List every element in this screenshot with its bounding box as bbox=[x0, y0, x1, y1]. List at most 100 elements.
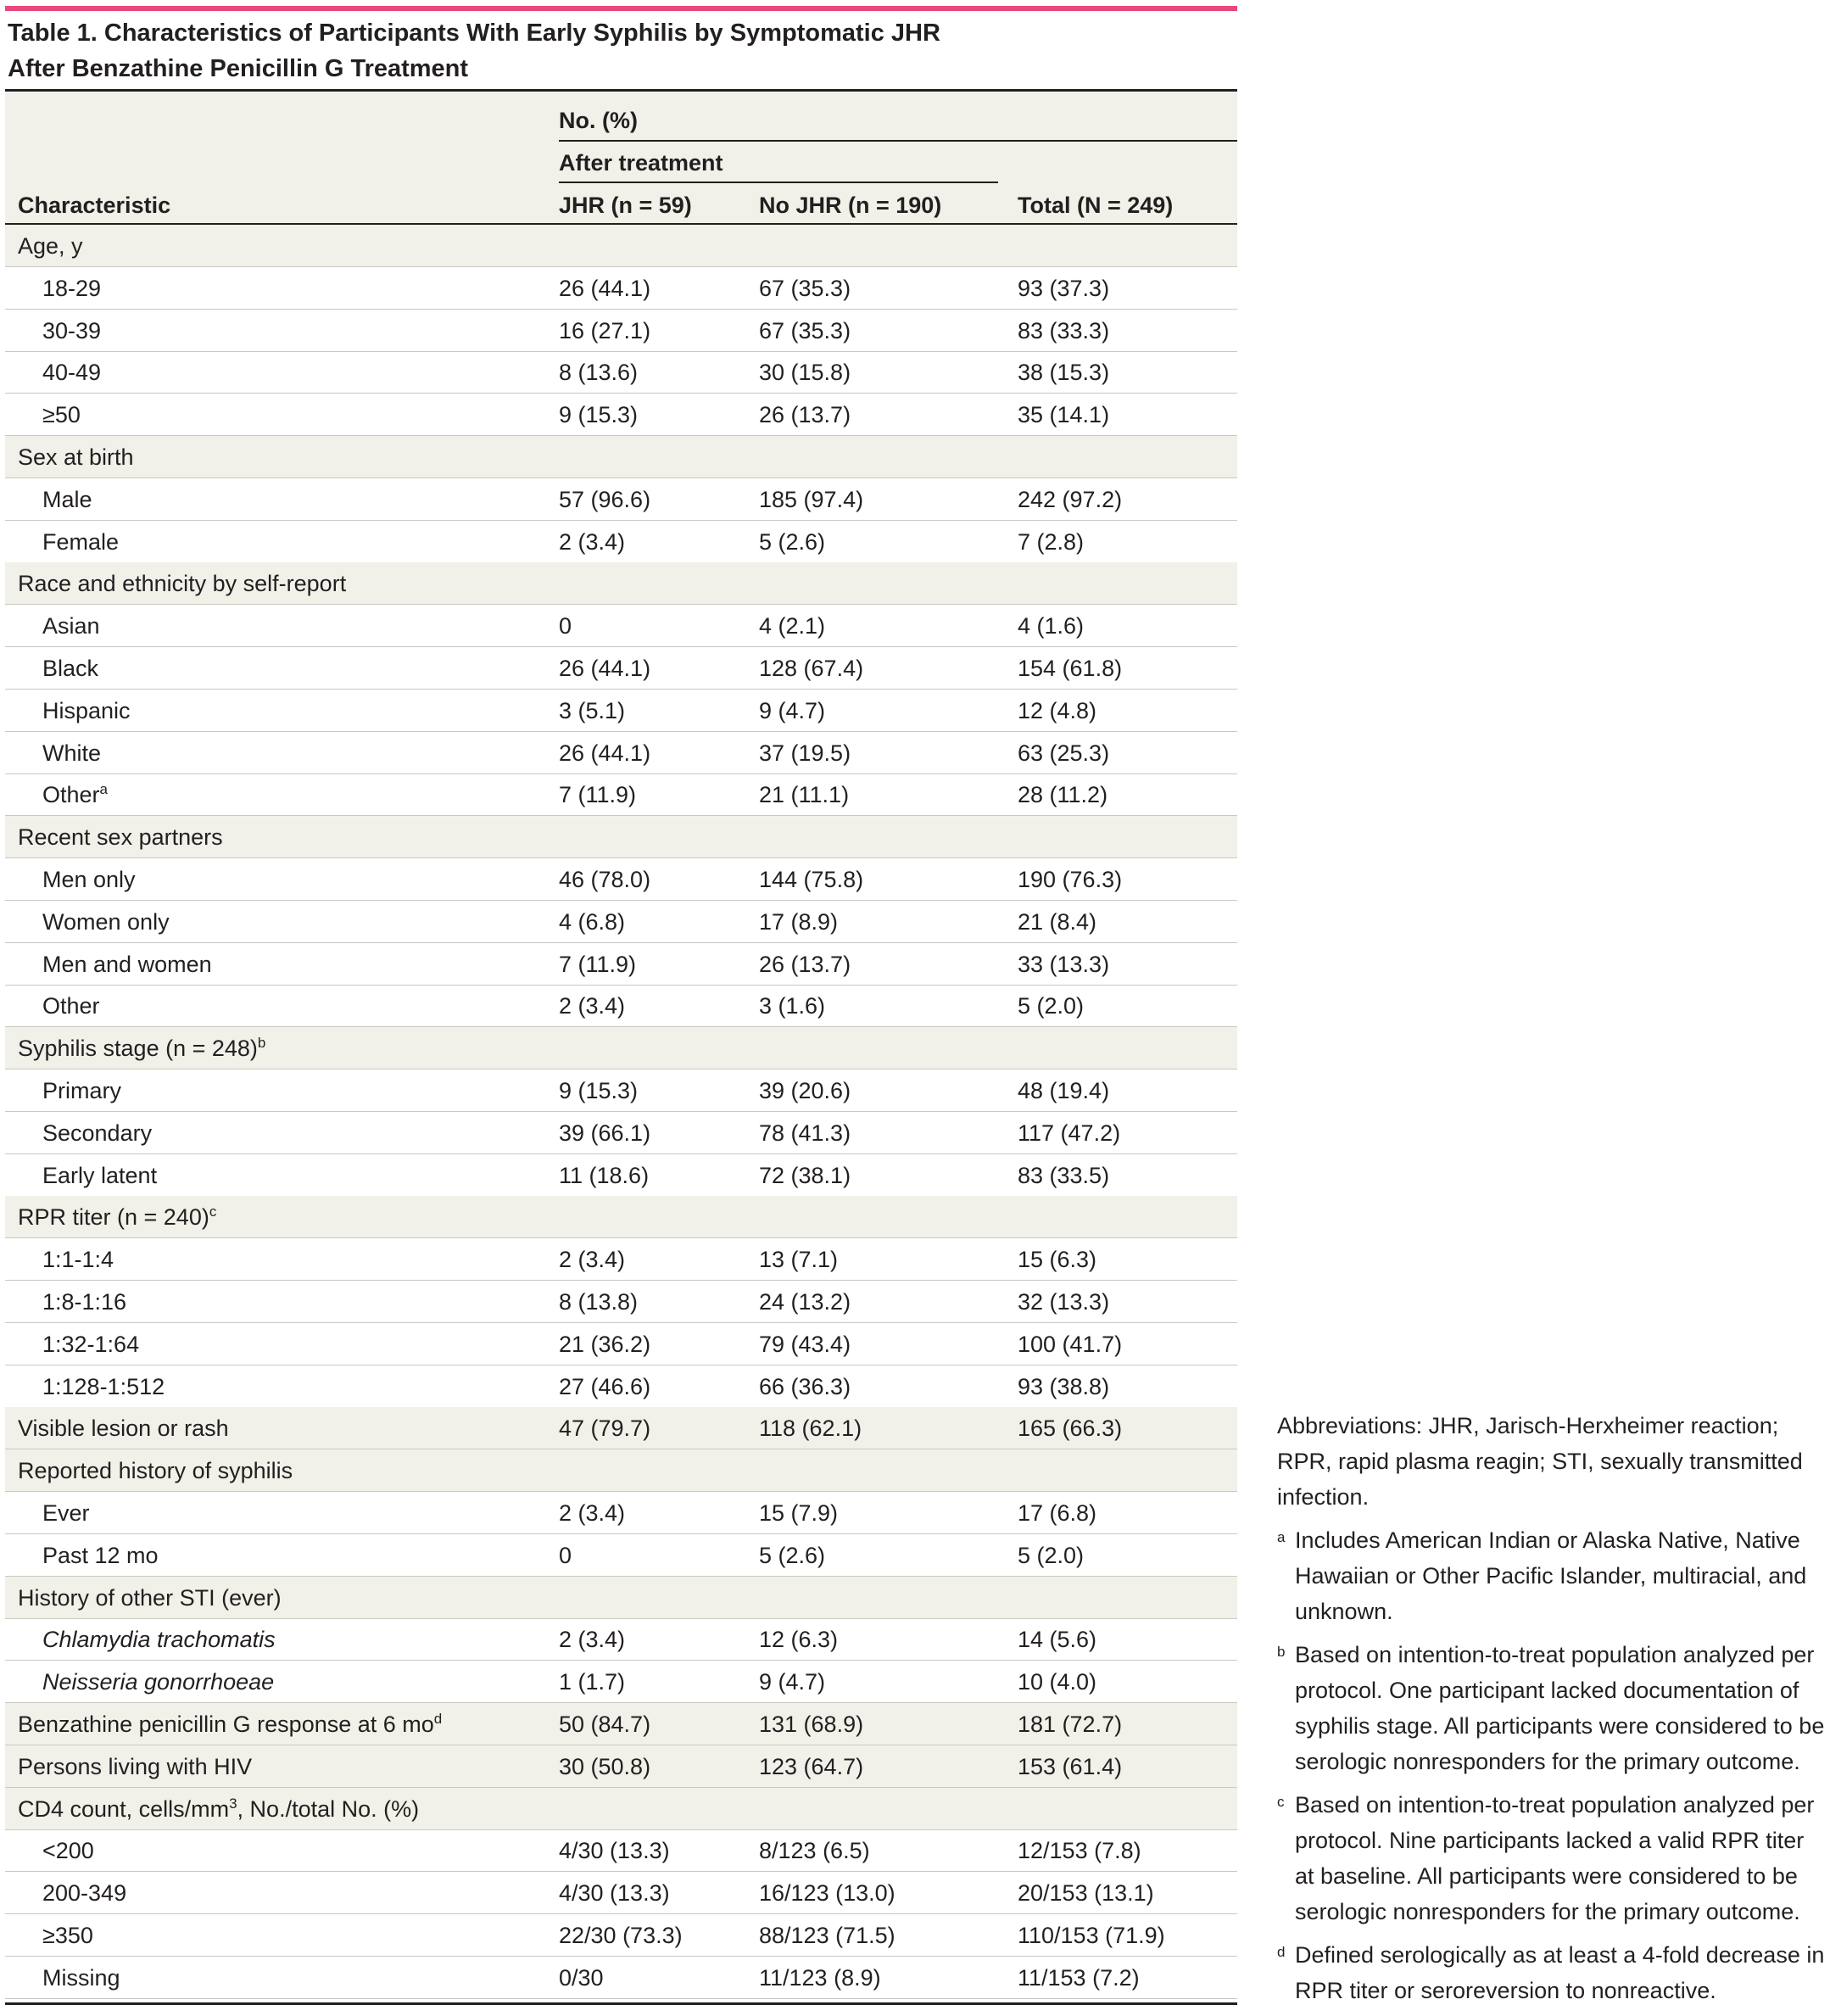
row-label-text: Benzathine penicillin G response at 6 mo bbox=[18, 1712, 434, 1737]
row-divider bbox=[5, 1026, 1237, 1028]
table-row: ≥350 22/30 (73.3) 88/123 (71.5) 110/153 (71… bbox=[5, 1914, 1237, 1957]
row-label: Men and women bbox=[42, 950, 212, 979]
cell-no-jhr: 118 (62.1) bbox=[759, 1416, 862, 1442]
table-section-row: Visible lesion or rash 47 (79.7) 118 (62.1… bbox=[5, 1407, 1237, 1450]
row-divider bbox=[5, 604, 1237, 606]
row-label-text: Black bbox=[42, 656, 99, 681]
cell-total: 32 (13.3) bbox=[1018, 1289, 1110, 1315]
row-divider bbox=[5, 857, 1237, 859]
accent-bar bbox=[5, 6, 1237, 11]
row-divider bbox=[5, 308, 1237, 310]
row-divider bbox=[5, 1617, 1237, 1619]
row-divider bbox=[5, 1913, 1237, 1915]
table-row: Primary 9 (15.3) 39 (20.6) 48 (19.4) bbox=[5, 1069, 1237, 1112]
row-divider bbox=[5, 1195, 1237, 1197]
row-label-text: CD4 count, cells/mm bbox=[18, 1795, 230, 1822]
table-row: White 26 (44.1) 37 (19.5) 63 (25.3) bbox=[5, 732, 1237, 774]
row-label: Black bbox=[42, 654, 98, 683]
footnote-marker: a bbox=[99, 781, 108, 798]
row-label-text: Other bbox=[42, 993, 100, 1019]
cell-total: 63 (25.3) bbox=[1018, 740, 1110, 766]
cell-jhr: 30 (50.8) bbox=[559, 1753, 651, 1779]
row-label-text: ≥350 bbox=[42, 1923, 93, 1948]
row-label-text: Persons living with HIV bbox=[18, 1753, 253, 1779]
cell-total: 38 (15.3) bbox=[1018, 360, 1110, 386]
row-label: 40-49 bbox=[42, 358, 101, 387]
row-divider bbox=[5, 646, 1237, 648]
table-row: Asian 0 4 (2.1) 4 (1.6) bbox=[5, 605, 1237, 648]
cell-no-jhr: 128 (67.4) bbox=[759, 656, 864, 681]
row-label-text: 1:1-1:4 bbox=[42, 1247, 114, 1273]
row-label-text: 1:8-1:16 bbox=[42, 1289, 127, 1315]
row-label-text: Age, y bbox=[18, 233, 83, 259]
cell-no-jhr: 144 (75.8) bbox=[759, 867, 864, 892]
row-label: 1:8-1:16 bbox=[42, 1287, 126, 1316]
table-row: Neisseria gonorrhoeae 1 (1.7) 9 (4.7) 10 (4… bbox=[5, 1661, 1237, 1704]
cell-no-jhr: 30 (15.8) bbox=[759, 360, 851, 386]
cell-no-jhr: 11/123 (8.9) bbox=[759, 1964, 881, 1991]
row-divider bbox=[5, 815, 1237, 817]
row-label-text: Neisseria gonorrhoeae bbox=[42, 1669, 275, 1695]
row-label: CD4 count, cells/mm3, No./total No. (%) bbox=[18, 1795, 419, 1823]
cell-total: 33 (13.3) bbox=[1018, 951, 1110, 977]
row-label: Recent sex partners bbox=[18, 823, 223, 852]
row-label-text: Primary bbox=[42, 1078, 121, 1103]
table-section-row: Sex at birth bbox=[5, 436, 1237, 478]
row-divider bbox=[5, 1111, 1237, 1112]
cell-no-jhr: 67 (35.3) bbox=[759, 275, 851, 301]
row-divider bbox=[5, 393, 1237, 394]
cell-total: 28 (11.2) bbox=[1018, 782, 1108, 808]
cell-jhr: 1 (1.7) bbox=[559, 1669, 626, 1695]
cell-total: 21 (8.4) bbox=[1018, 908, 1097, 935]
footnote-marker: b bbox=[257, 1035, 266, 1052]
cell-jhr: 21 (36.2) bbox=[559, 1331, 651, 1357]
table-row: Early latent 11 (18.6) 72 (38.1) 83 (33.5) bbox=[5, 1154, 1237, 1197]
table-section-row: CD4 count, cells/mm3, No./total No. (%) bbox=[5, 1787, 1237, 1830]
cell-total: 4 (1.6) bbox=[1018, 613, 1085, 639]
row-label: History of other STI (ever) bbox=[18, 1583, 282, 1612]
table-row: Other 2 (3.4) 3 (1.6) 5 (2.0) bbox=[5, 985, 1237, 1028]
row-label-text: ≥50 bbox=[42, 402, 81, 428]
row-divider bbox=[5, 350, 1237, 352]
row-label: 30-39 bbox=[42, 316, 101, 345]
row-label-text: Asian bbox=[42, 613, 100, 639]
row-label-text: Male bbox=[42, 486, 92, 512]
header-jhr: JHR (n = 59) bbox=[559, 193, 692, 218]
cell-jhr: 27 (46.6) bbox=[559, 1373, 651, 1399]
table-row: Chlamydia trachomatis 2 (3.4) 12 (6.3) 14 (… bbox=[5, 1618, 1237, 1661]
row-label-text: Race and ethnicity by self-report bbox=[18, 571, 347, 597]
table-header: No. (%) After treatment Characteristic J… bbox=[5, 92, 1237, 225]
table-row: Past 12 mo 0 5 (2.6) 5 (2.0) bbox=[5, 1534, 1237, 1577]
header-rule-after bbox=[559, 181, 998, 183]
row-label: Persons living with HIV bbox=[18, 1752, 252, 1781]
row-divider bbox=[5, 1829, 1237, 1830]
cell-no-jhr: 123 (64.7) bbox=[759, 1753, 864, 1779]
cell-no-jhr: 37 (19.5) bbox=[759, 740, 851, 766]
table-top-rule bbox=[5, 89, 1237, 92]
cell-jhr: 4/30 (13.3) bbox=[559, 1880, 670, 1907]
row-label: 200-349 bbox=[42, 1879, 126, 1907]
header-after-treatment: After treatment bbox=[559, 150, 723, 176]
cell-jhr: 2 (3.4) bbox=[559, 528, 626, 555]
footnote-mark: a bbox=[1277, 1529, 1286, 1545]
row-divider bbox=[5, 730, 1237, 732]
row-divider bbox=[5, 561, 1237, 563]
row-divider bbox=[5, 900, 1237, 901]
row-divider bbox=[5, 1153, 1237, 1154]
cell-no-jhr: 15 (7.9) bbox=[759, 1500, 839, 1526]
cell-total: 165 (66.3) bbox=[1018, 1416, 1123, 1442]
cell-jhr: 0/30 bbox=[559, 1964, 604, 1991]
table-section-row: History of other STI (ever) bbox=[5, 1576, 1237, 1619]
footnote-marker: d bbox=[433, 1711, 443, 1727]
row-divider bbox=[5, 519, 1237, 521]
row-label: Missing bbox=[42, 1963, 120, 1992]
row-label-text: 40-49 bbox=[42, 360, 102, 386]
cell-total: 93 (37.3) bbox=[1018, 275, 1110, 301]
cell-no-jhr: 26 (13.7) bbox=[759, 951, 851, 977]
cell-total: 5 (2.0) bbox=[1018, 1542, 1085, 1568]
row-label: Neisseria gonorrhoeae bbox=[42, 1667, 274, 1696]
cell-no-jhr: 24 (13.2) bbox=[759, 1289, 851, 1315]
cell-jhr: 26 (44.1) bbox=[559, 275, 651, 301]
table-row: Black 26 (44.1) 128 (67.4) 154 (61.8) bbox=[5, 647, 1237, 690]
cell-jhr: 47 (79.7) bbox=[559, 1416, 651, 1442]
